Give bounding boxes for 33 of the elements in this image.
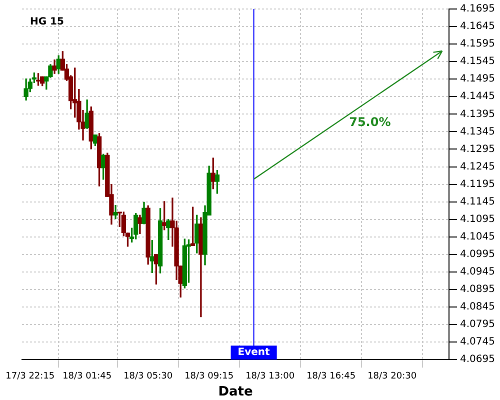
y-tick-label: 4.1595 bbox=[460, 38, 496, 50]
y-tick-label: 4.0945 bbox=[460, 266, 496, 278]
y-tick-label: 4.0745 bbox=[460, 336, 496, 348]
annotation: 75.0% bbox=[349, 115, 391, 130]
x-tick-label: 18/3 09:15 bbox=[184, 371, 234, 382]
y-tick-label: 4.1045 bbox=[460, 231, 496, 242]
y-tick-label: 4.1545 bbox=[460, 56, 496, 68]
x-tick-label: 18/3 01:45 bbox=[62, 371, 112, 382]
ref-line-label: Event bbox=[238, 347, 270, 358]
y-tick-label: 4.1245 bbox=[460, 161, 496, 172]
x-tick-label: 18/3 05:30 bbox=[124, 371, 173, 382]
y-tick-label: 4.1645 bbox=[460, 21, 496, 32]
y-tick-label: 4.1495 bbox=[460, 74, 496, 85]
x-tick-label: 18/3 13:00 bbox=[246, 371, 295, 382]
text: HG 15 bbox=[30, 16, 64, 28]
x-tick-label: 17/3 22:15 bbox=[6, 371, 55, 382]
y-tick-label: 4.1195 bbox=[460, 178, 496, 190]
y-tick-label: 4.0695 bbox=[460, 354, 496, 366]
y-tick-label: 4.1695 bbox=[460, 4, 496, 15]
y-tick-label: 4.1295 bbox=[460, 144, 496, 155]
y-tick-label: 4.1345 bbox=[460, 126, 496, 138]
y-tick-label: 4.1445 bbox=[460, 91, 496, 102]
x-tick-label: 18/3 16:45 bbox=[306, 371, 356, 382]
candlestick bbox=[113, 205, 118, 219]
x-tick-label: 18/3 20:30 bbox=[368, 371, 417, 382]
y-tick-label: 4.0895 bbox=[460, 284, 496, 296]
y-tick-label: 4.0845 bbox=[460, 302, 496, 313]
y-tick-label: 4.1395 bbox=[460, 108, 496, 120]
y-tick-label: 4.1095 bbox=[460, 214, 496, 225]
y-tick-label: 4.0995 bbox=[460, 249, 496, 260]
y-tick-label: 4.1145 bbox=[460, 196, 496, 208]
x-axis-title: Date bbox=[218, 384, 253, 400]
y-tick-label: 4.0795 bbox=[460, 319, 496, 330]
